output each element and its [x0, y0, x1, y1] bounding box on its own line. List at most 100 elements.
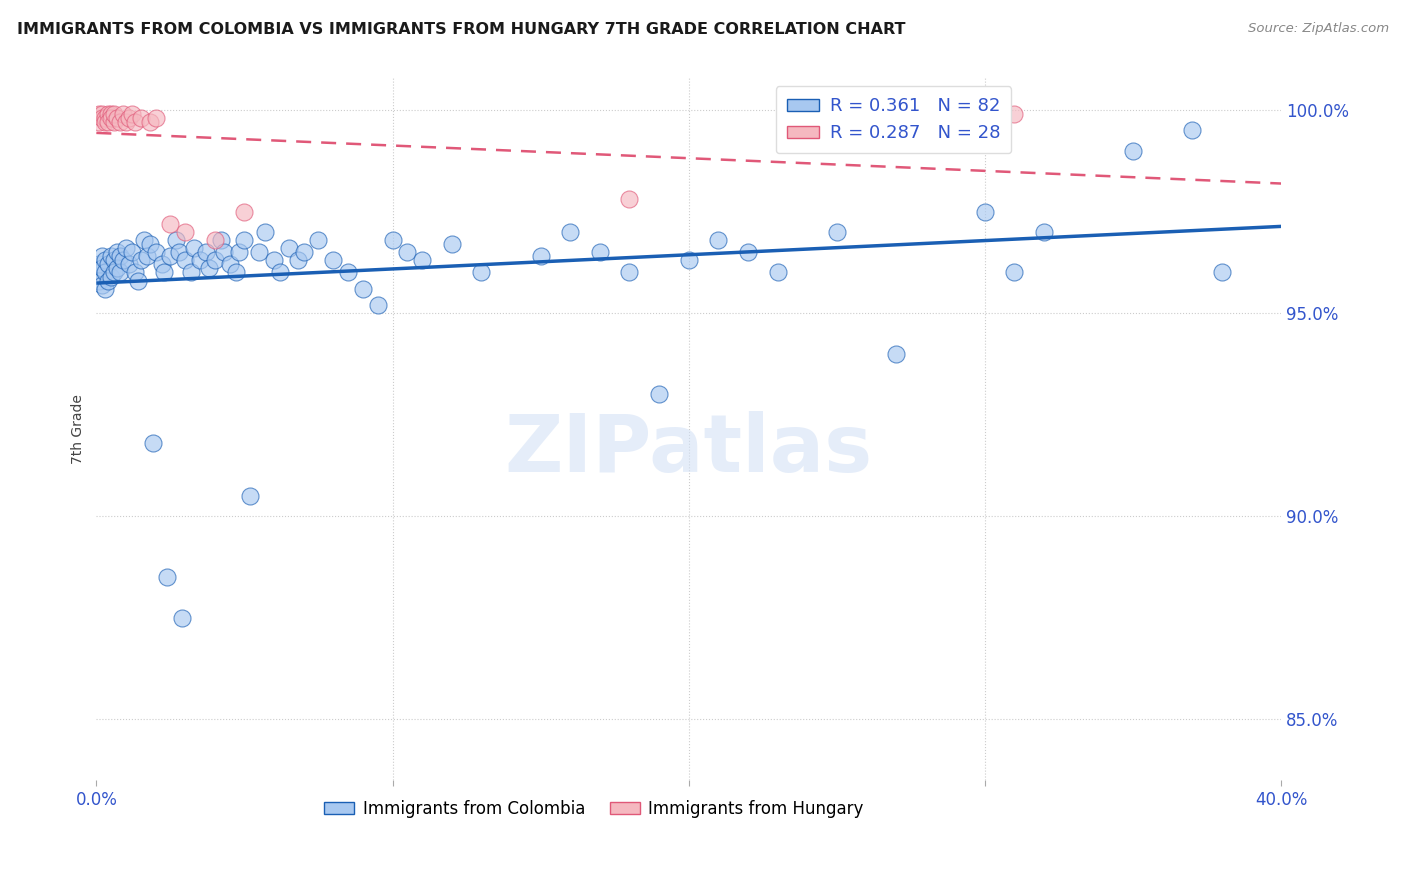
Point — [108, 265, 131, 279]
Point — [156, 570, 179, 584]
Point — [337, 265, 360, 279]
Point — [111, 253, 134, 268]
Point — [138, 115, 160, 129]
Point — [233, 204, 256, 219]
Point — [159, 217, 181, 231]
Point — [127, 274, 149, 288]
Point — [212, 245, 235, 260]
Point — [91, 111, 114, 125]
Point — [180, 265, 202, 279]
Point — [111, 107, 134, 121]
Point — [115, 241, 138, 255]
Point — [209, 233, 232, 247]
Point — [105, 245, 128, 260]
Point — [89, 265, 111, 279]
Point — [174, 253, 197, 268]
Point — [159, 249, 181, 263]
Point — [121, 107, 143, 121]
Point — [97, 257, 120, 271]
Point — [89, 274, 111, 288]
Point — [94, 253, 117, 268]
Point — [124, 115, 146, 129]
Point — [411, 253, 433, 268]
Point — [396, 245, 419, 260]
Point — [1002, 265, 1025, 279]
Point — [619, 192, 641, 206]
Point — [100, 249, 122, 263]
Point — [194, 245, 217, 260]
Point — [118, 257, 141, 271]
Point — [648, 387, 671, 401]
Point — [115, 115, 138, 129]
Point — [89, 257, 111, 271]
Point — [108, 249, 131, 263]
Point — [118, 111, 141, 125]
Point — [89, 115, 111, 129]
Point — [263, 253, 285, 268]
Point — [188, 253, 211, 268]
Point — [381, 233, 404, 247]
Point — [560, 225, 582, 239]
Point — [678, 253, 700, 268]
Point — [204, 253, 226, 268]
Point — [94, 282, 117, 296]
Point — [91, 107, 114, 121]
Point — [247, 245, 270, 260]
Text: ZIPatlas: ZIPatlas — [505, 411, 873, 489]
Point — [204, 233, 226, 247]
Point — [239, 489, 262, 503]
Point — [124, 265, 146, 279]
Point — [142, 436, 165, 450]
Point — [103, 107, 125, 121]
Point — [100, 111, 122, 125]
Point — [352, 282, 374, 296]
Point — [174, 225, 197, 239]
Point — [529, 249, 551, 263]
Point — [218, 257, 240, 271]
Point — [145, 245, 167, 260]
Y-axis label: 7th Grade: 7th Grade — [72, 394, 86, 464]
Point — [97, 107, 120, 121]
Text: IMMIGRANTS FROM COLOMBIA VS IMMIGRANTS FROM HUNGARY 7TH GRADE CORRELATION CHART: IMMIGRANTS FROM COLOMBIA VS IMMIGRANTS F… — [17, 22, 905, 37]
Point — [973, 204, 995, 219]
Point — [1122, 144, 1144, 158]
Point — [825, 225, 848, 239]
Point — [91, 249, 114, 263]
Point — [150, 257, 173, 271]
Point — [589, 245, 612, 260]
Point — [440, 237, 463, 252]
Point — [169, 245, 191, 260]
Point — [105, 111, 128, 125]
Text: Source: ZipAtlas.com: Source: ZipAtlas.com — [1249, 22, 1389, 36]
Point — [94, 111, 117, 125]
Point — [1002, 107, 1025, 121]
Point — [737, 245, 759, 260]
Point — [91, 277, 114, 292]
Point — [94, 265, 117, 279]
Point — [172, 611, 194, 625]
Point — [153, 265, 176, 279]
Point — [183, 241, 205, 255]
Point — [108, 115, 131, 129]
Point — [225, 265, 247, 279]
Point — [292, 245, 315, 260]
Point — [367, 298, 389, 312]
Point — [129, 253, 152, 268]
Point — [100, 107, 122, 121]
Point — [254, 225, 277, 239]
Point — [165, 233, 187, 247]
Point — [94, 115, 117, 129]
Point — [308, 233, 330, 247]
Point — [269, 265, 291, 279]
Point — [135, 249, 157, 263]
Point — [103, 265, 125, 279]
Point — [233, 233, 256, 247]
Point — [97, 115, 120, 129]
Point — [100, 269, 122, 284]
Point — [287, 253, 309, 268]
Point — [89, 107, 111, 121]
Point — [121, 245, 143, 260]
Point — [228, 245, 250, 260]
Point — [105, 261, 128, 276]
Point — [322, 253, 344, 268]
